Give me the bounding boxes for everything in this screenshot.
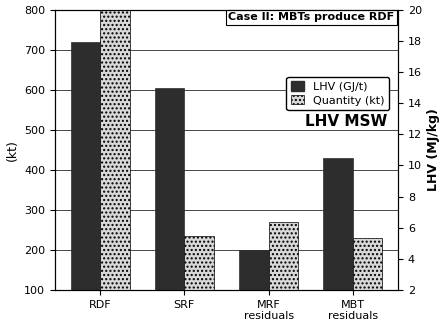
Bar [268, 222, 298, 327]
Bar [184, 236, 214, 327]
Bar [155, 88, 184, 327]
Bar [323, 158, 353, 327]
Y-axis label: (kt): (kt) [5, 139, 19, 161]
Bar [100, 9, 129, 327]
Bar [70, 42, 100, 327]
Bar [353, 238, 383, 327]
Y-axis label: LHV (MJ/kg): LHV (MJ/kg) [427, 109, 441, 191]
Legend: LHV (GJ/t), Quantity (kt): LHV (GJ/t), Quantity (kt) [286, 77, 389, 110]
Text: LHV MSW: LHV MSW [306, 114, 388, 129]
Bar [239, 250, 268, 327]
Text: Case II: MBTs produce RDF: Case II: MBTs produce RDF [228, 12, 395, 22]
